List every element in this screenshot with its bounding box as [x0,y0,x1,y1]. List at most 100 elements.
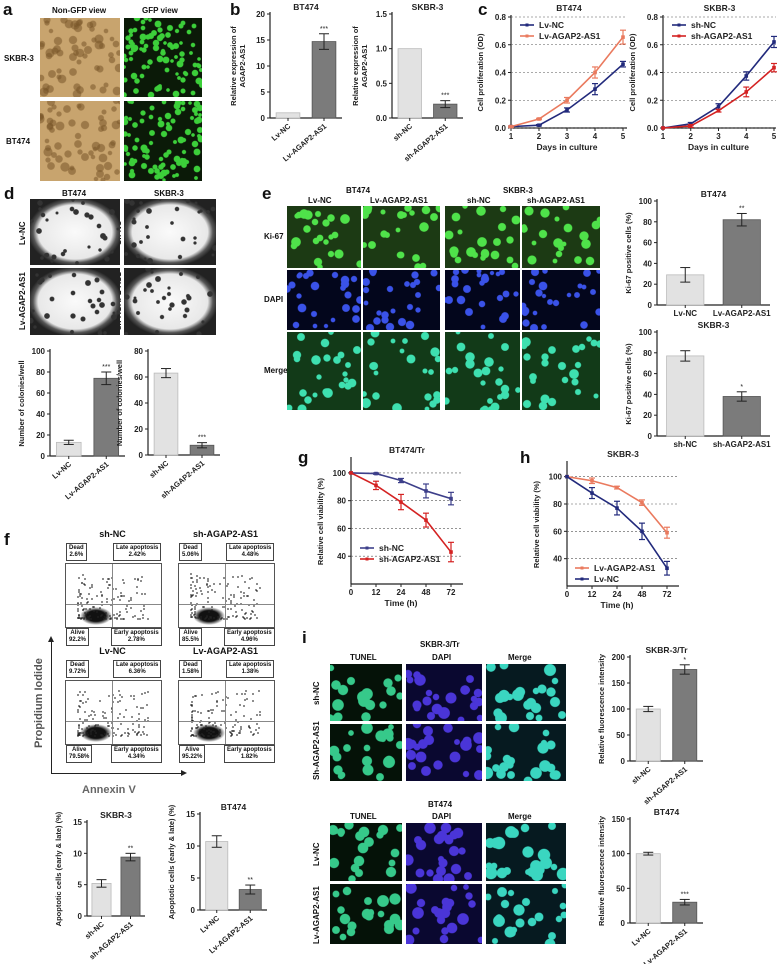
data-point [593,70,597,75]
quadrant-label: Early apoptosis [227,747,272,753]
x-tick-label: 1 [509,132,514,141]
quadrant-label: Late apoptosis [116,662,159,668]
x-tick-label: 0 [565,590,570,599]
legend-label: Lv-NC [594,574,619,584]
bar-lv-agap2-as1 [311,41,337,119]
data-point [399,500,403,504]
data-point [424,518,428,522]
y-tick-label: 80 [337,497,346,506]
bar-lv-agap2-as1 [672,901,698,924]
y-tick-label: 0.8 [647,13,659,22]
flow-y-axis-label: Propidium Iodide [33,658,45,748]
y-tick-label: 60 [36,389,45,398]
quadrant-value: 6.36% [128,669,146,675]
y-tick-label: 80 [36,368,45,377]
chart-title: BT474 [701,189,727,199]
quadrant-early-apoptosis: Early apoptosis 1.82% [224,745,275,763]
y-tick-label: 40 [36,410,45,419]
colony-well-sh-nc [124,199,216,265]
bar-sh-agap2-as1 [120,856,141,917]
y-axis-label: Relative cell viability (%) [316,477,325,565]
quadrant-label: Early apoptosis [114,630,159,636]
quadrant-label: Alive [72,747,87,753]
y-tick-label: 0 [648,432,653,441]
dapi-bt474-lv-agap2 [363,270,440,330]
y-tick-label: 5 [78,881,83,890]
tdapi-lv-nc [406,823,482,881]
chart-title: SKBR-3 [607,449,639,459]
y-tick-label: 0.4 [647,69,659,78]
bar-lv-nc [205,841,229,911]
quadrant-value: 95.22% [182,754,203,760]
y-tick-label: 60 [553,527,562,536]
series-line-lv-nc [566,475,668,569]
quadrant-value: 1.82% [240,754,258,760]
x-tick-label: 2 [689,132,694,141]
x-tick-label: sh-AGAP2-AS1 [642,765,689,807]
dapi-skbr3-sh-agap2 [522,270,600,330]
data-point [621,35,625,39]
x-tick-label: 4 [593,132,598,141]
data-point [688,122,693,126]
e-col-sh-agap2: sh-AGAP2-AS1 [527,196,585,205]
series-line-sh-nc [662,41,775,129]
i-col-dapi: DAPI [432,653,452,662]
y-tick-label: 0 [139,451,144,460]
col-label-gfp: GFP view [142,6,178,15]
legend-label: sh-AGAP2-AS1 [691,31,753,41]
panel-letter-e: e [262,184,272,203]
quadrant-label: Dead [183,545,198,551]
legend-marker [677,34,681,38]
x-tick-label: 24 [397,588,406,597]
well-row-lv-agap2: Lv-AGAP2-AS1 [18,272,27,330]
data-point [565,98,569,103]
data-point [640,529,644,534]
data-point [615,485,619,490]
panel-letter-b: b [230,0,241,19]
legend-label: Lv-NC [539,20,564,30]
series-line-lv-agap2-as1 [510,36,624,128]
merge-bt474-lv-nc [287,332,361,410]
series-line-sh-agap2-as1 [350,472,452,553]
bar-lv-nc [55,441,82,457]
col-label-non-gfp: Non-GFP view [52,6,107,15]
y-tick-label: 80 [134,347,143,356]
x-axis-label: Days in culture [537,142,598,152]
micrograph-bt474-gfp [124,101,202,181]
quadrant-early-apoptosis: Early apoptosis 2.78% [111,628,162,646]
y-tick-label: 0 [621,919,626,928]
tunel-lv-agap2 [330,884,402,944]
y-tick-label: 40 [643,390,652,399]
y-tick-label: 60 [643,370,652,379]
arrow-right-icon [181,770,187,776]
y-axis-label: Number of colonies/well [17,360,26,446]
flow-plot-title: sh-NC [99,529,126,539]
x-tick-label: 3 [716,132,721,141]
data-point [565,474,569,479]
x-tick-label: sh-AGAP2-AS1 [87,920,134,962]
bar-lv-nc [666,274,705,306]
quadrant-alive: Alive 85.5% [179,628,203,646]
quadrant-value: 4.34% [127,754,145,760]
significance-marker: *** [441,93,449,100]
y-tick-label: 60 [134,373,143,382]
well-row-lv-nc: Lv-NC [18,221,27,245]
bar-lv-nc [275,112,301,119]
quadrant-value: 79.58% [69,754,90,760]
y-axis-label: Relative expression of [351,26,360,106]
significance-marker: ** [128,845,134,852]
flow-plot-title: sh-AGAP2-AS1 [192,529,259,539]
y-tick-label: 80 [553,500,562,509]
quadrant-early-apoptosis: Early apoptosis 4.34% [111,745,162,763]
chart-title: SKBR-3/Tr [645,645,688,655]
significance-marker: * [740,384,743,391]
flow-y-axis-arrow [51,640,52,773]
y-tick-label: 40 [134,399,143,408]
y-axis-label: Relative fluorescence intensity [597,653,606,764]
y-tick-label: 0.6 [647,41,659,50]
data-point [621,62,625,66]
y-axis-label: Relative cell viability (%) [532,480,541,568]
data-point [565,108,569,112]
merge-skbr3-sh-nc [445,332,520,410]
y-tick-label: 0 [261,114,266,123]
